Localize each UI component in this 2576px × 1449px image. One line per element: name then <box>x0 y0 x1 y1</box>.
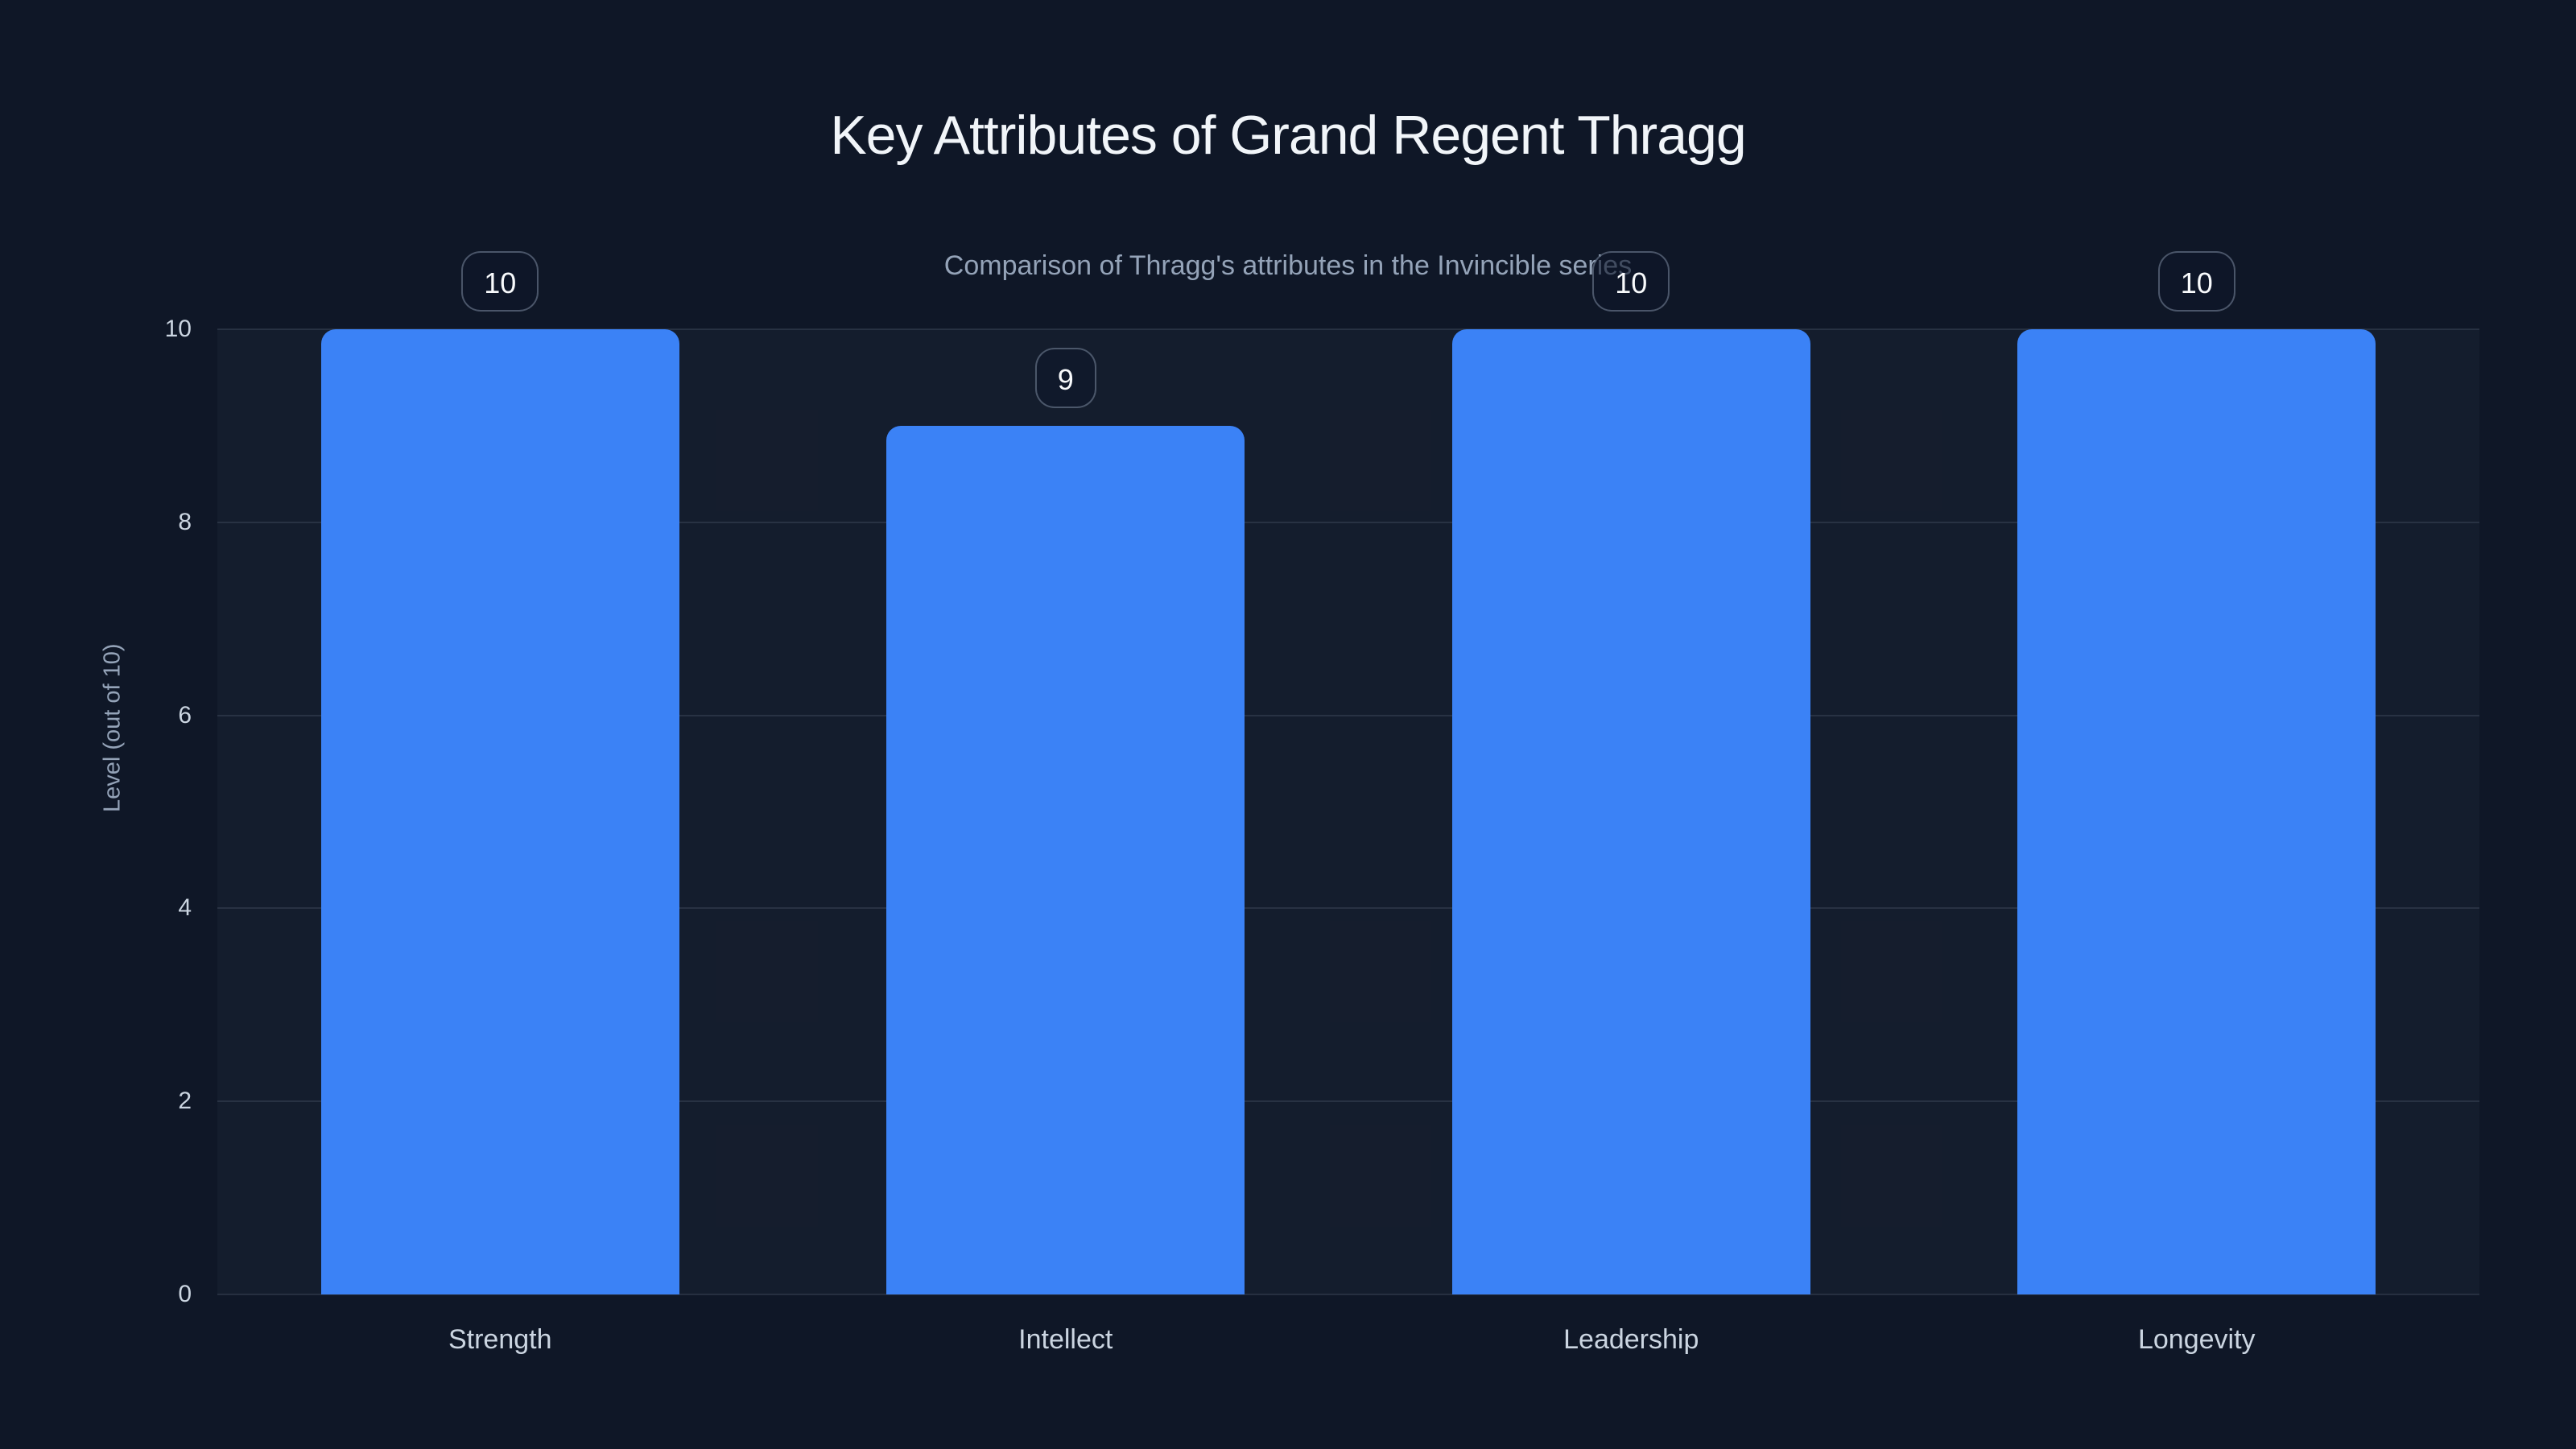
gridline-y-0 <box>217 1294 2479 1295</box>
bar-leadership[interactable] <box>1451 329 1810 1294</box>
gridline-y-10 <box>217 328 2479 330</box>
x-category-label-strength: Strength <box>448 1324 552 1355</box>
gridline-y-4 <box>217 907 2479 910</box>
y-tick-label-10: 10 <box>164 316 192 342</box>
gridline-y-8 <box>217 521 2479 523</box>
y-tick-label-0: 0 <box>178 1281 192 1307</box>
chart-subtitle: Comparison of Thragg's attributes in the… <box>943 250 1633 281</box>
y-tick-label-6: 6 <box>178 701 192 729</box>
gridline-y-6 <box>217 714 2479 716</box>
bar-value-badge-longevity: 10 <box>2157 251 2235 312</box>
x-category-label-intellect: Intellect <box>1018 1324 1113 1355</box>
y-tick-label-4: 4 <box>178 894 192 922</box>
x-category-label-longevity: Longevity <box>2137 1324 2256 1355</box>
bar-strength[interactable] <box>320 329 679 1294</box>
bar-value-badge-leadership: 10 <box>1592 251 1670 312</box>
x-category-label-leadership: Leadership <box>1563 1324 1699 1355</box>
bar-intellect[interactable] <box>886 425 1245 1294</box>
gridline-y-2 <box>217 1100 2479 1103</box>
y-tick-label-2: 2 <box>178 1088 192 1115</box>
bar-value-badge-strength: 10 <box>461 251 539 312</box>
bar-value-badge-intellect: 9 <box>1034 347 1096 408</box>
chart-title: Key Attributes of Grand Regent Thragg <box>830 105 1746 166</box>
bar-longevity[interactable] <box>2017 329 2376 1294</box>
y-tick-label-8: 8 <box>178 508 192 535</box>
